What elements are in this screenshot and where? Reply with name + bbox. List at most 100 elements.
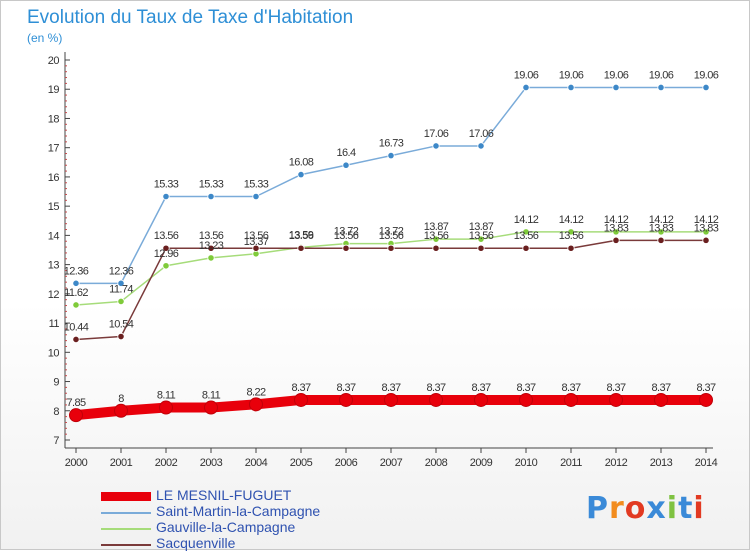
data-label: 10.44 — [64, 321, 89, 333]
series-point-1 — [297, 170, 305, 179]
data-label: 14.12 — [604, 214, 629, 226]
logo-letter: i — [693, 491, 705, 526]
data-label: 19.06 — [649, 69, 674, 81]
series-point-1 — [252, 192, 260, 201]
y-tick-label: 15 — [48, 201, 60, 213]
series-point-1 — [657, 83, 665, 92]
logo-letter: P — [586, 491, 609, 526]
data-label: 13.59 — [289, 229, 314, 241]
data-label: 13.56 — [559, 230, 584, 242]
x-tick-label: 2004 — [245, 457, 268, 469]
data-label: 14.12 — [514, 214, 539, 226]
series-point-0 — [294, 392, 308, 407]
x-tick-label: 2002 — [155, 457, 178, 469]
data-label: 14.12 — [649, 214, 674, 226]
data-label: 13.83 — [694, 222, 719, 234]
data-label: 15.33 — [154, 179, 179, 191]
series-point-2 — [522, 228, 530, 236]
logo-letter: t — [678, 491, 694, 526]
data-label: 8.37 — [381, 382, 400, 394]
data-label: 13.56 — [379, 230, 404, 242]
series-point-2 — [432, 235, 440, 243]
series-point-1 — [522, 83, 530, 92]
data-label: 13.56 — [154, 230, 179, 242]
data-label: 14.12 — [559, 214, 584, 226]
data-label: 16.08 — [289, 157, 314, 169]
data-label: 15.33 — [244, 179, 269, 191]
data-label: 8.22 — [246, 386, 265, 398]
data-label: 16.73 — [379, 138, 404, 150]
legend-label: LE MESNIL-FUGUET — [156, 487, 292, 503]
x-tick-label: 2010 — [515, 457, 538, 469]
data-label: 8 — [118, 393, 124, 405]
series-point-0 — [474, 392, 488, 407]
x-tick-label: 2007 — [380, 457, 403, 469]
data-label: 13.23 — [199, 240, 224, 252]
data-label: 19.06 — [604, 69, 629, 81]
data-label: 12.36 — [64, 265, 89, 277]
series-point-0 — [159, 400, 173, 415]
data-label: 16.4 — [336, 147, 355, 159]
series-point-0 — [69, 408, 83, 423]
y-tick-label: 14 — [48, 230, 60, 242]
logo-letter: o — [624, 491, 647, 526]
x-tick-label: 2009 — [470, 457, 493, 469]
series-point-2 — [612, 228, 620, 236]
data-label: 8.11 — [202, 390, 221, 402]
legend-swatch — [101, 492, 151, 501]
data-label: 8.37 — [291, 382, 310, 394]
x-tick-label: 2012 — [605, 457, 628, 469]
x-tick-label: 2008 — [425, 457, 448, 469]
data-label: 7.85 — [66, 397, 85, 409]
data-label: 19.06 — [514, 69, 539, 81]
series-point-0 — [654, 392, 668, 407]
series-point-1 — [117, 279, 125, 287]
x-tick-label: 2005 — [290, 457, 313, 469]
series-point-3 — [567, 244, 575, 252]
data-label: 13.56 — [199, 230, 224, 242]
series-point-2 — [657, 228, 665, 236]
data-label: 8.37 — [696, 382, 715, 394]
x-tick-label: 2011 — [560, 457, 582, 469]
data-label: 8.37 — [651, 382, 670, 394]
data-label: 15.33 — [199, 179, 224, 191]
data-label: 13.56 — [469, 230, 494, 242]
series-point-1 — [342, 161, 350, 169]
legend-swatch — [101, 512, 151, 514]
series-point-0 — [384, 392, 398, 407]
series-point-2 — [702, 228, 710, 236]
data-label: 8.37 — [606, 382, 625, 394]
series-point-3 — [297, 244, 305, 252]
y-tick-label: 11 — [49, 318, 60, 330]
data-label: 12.96 — [154, 248, 179, 260]
legend-item: Sacquenville — [101, 535, 421, 552]
series-point-1 — [477, 142, 485, 150]
y-tick-label: 9 — [53, 377, 59, 389]
series-point-0 — [204, 400, 218, 415]
series-point-2 — [567, 228, 575, 236]
data-label: 13.72 — [379, 226, 404, 238]
series-point-2 — [72, 301, 80, 309]
legend-swatch — [101, 528, 151, 530]
data-label: 17.06 — [469, 128, 494, 140]
series-point-3 — [162, 244, 170, 252]
data-label: 14.12 — [694, 214, 719, 226]
series-point-2 — [207, 254, 215, 262]
series-point-1 — [432, 142, 440, 150]
series-point-1 — [612, 83, 620, 92]
series-point-0 — [609, 392, 623, 407]
chart-title: Evolution du Taux de Taxe d'Habitation — [27, 7, 354, 28]
legend-label: Saint-Martin-la-Campagne — [156, 503, 321, 519]
series-point-0 — [564, 392, 578, 407]
legend-item: LE MESNIL-FUGUET — [101, 487, 421, 504]
legend-label: Gauville-la-Campagne — [156, 519, 296, 535]
y-tick-label: 19 — [48, 84, 60, 96]
data-label: 10.54 — [109, 319, 134, 331]
data-label: 13.56 — [334, 230, 359, 242]
logo-letter: i — [666, 491, 679, 526]
data-label: 13.83 — [649, 222, 674, 234]
logo-letter: r — [609, 491, 625, 526]
series-point-3 — [702, 236, 710, 244]
data-label: 8.37 — [426, 382, 445, 394]
